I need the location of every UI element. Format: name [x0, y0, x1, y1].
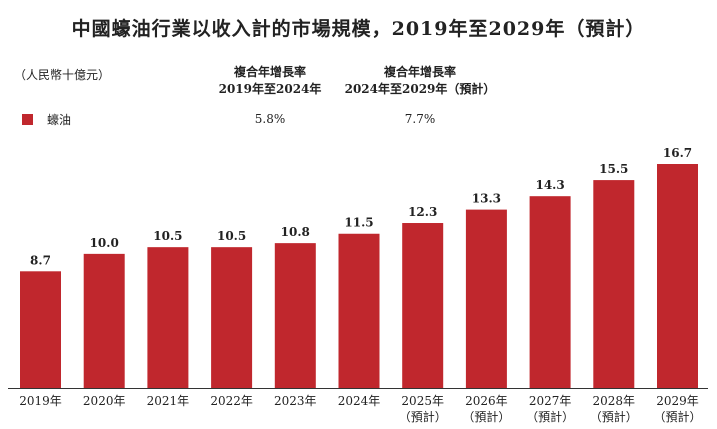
bar-2027年	[529, 196, 571, 388]
x-tick-sublabel: （預計）	[653, 409, 701, 424]
x-tick-sublabel: （預計）	[590, 409, 638, 424]
x-tick-label: 2026年	[465, 394, 508, 408]
x-tick-label: 2027年	[529, 394, 572, 408]
cagr-header-2: 複合年增長率 2024年至2029年（預計）	[330, 64, 510, 98]
bar-2021年	[147, 247, 189, 388]
x-tick-label: 2024年	[338, 394, 381, 408]
cagr-header-1-line1: 複合年增長率	[233, 65, 306, 79]
x-tick-label: 2021年	[147, 394, 190, 408]
cagr-value-1: 5.8%	[254, 112, 286, 126]
bar-value-label: 14.3	[535, 178, 564, 192]
bar-2019年	[20, 271, 61, 388]
chart-title: 中國蠔油行業以收入計的市場規模，2019年至2029年（預計）	[71, 18, 646, 40]
legend: 蠔油	[22, 111, 71, 128]
bar-value-label: 15.5	[599, 162, 628, 176]
cagr-value-2: 7.7%	[404, 112, 436, 126]
bar-value-label: 10.0	[90, 236, 119, 250]
bar-2024年	[338, 233, 380, 388]
x-tick-sublabel: （預計）	[526, 409, 574, 424]
x-tick-label: 2020年	[83, 394, 126, 408]
cagr-header-1: 複合年增長率 2019年至2024年	[200, 64, 340, 98]
bar-2023年	[274, 243, 316, 388]
bar-value-label: 12.3	[408, 205, 437, 219]
unit-label: （人民幣十億元）	[14, 68, 111, 82]
bar-value-label: 11.5	[344, 216, 373, 230]
cagr-header-1-line2: 2019年至2024年	[218, 82, 322, 96]
bar-2022年	[211, 247, 253, 388]
x-tick-sublabel: （預計）	[399, 409, 447, 424]
bar-2025年	[402, 223, 444, 388]
bar-value-label: 10.8	[281, 225, 310, 239]
legend-label: 蠔油	[47, 113, 72, 127]
bar-value-label: 8.7	[30, 253, 51, 267]
x-tick-sublabel: （預計）	[462, 409, 510, 424]
cagr-header-2-line1: 複合年增長率	[383, 65, 456, 79]
x-tick-label: 2023年	[274, 394, 317, 408]
x-tick-label: 2019年	[19, 394, 62, 408]
legend-swatch	[22, 114, 33, 125]
x-tick-label: 2028年	[593, 394, 636, 408]
bar-2029年	[657, 164, 698, 388]
bar-2026年	[465, 209, 507, 388]
x-tick-label: 2029年	[656, 394, 699, 408]
bar-value-label: 16.7	[663, 146, 692, 160]
bar-2020年	[83, 253, 125, 388]
x-tick-label: 2025年	[401, 394, 444, 408]
bar-value-label: 10.5	[217, 229, 246, 243]
cagr-header-2-line2: 2024年至2029年（預計）	[344, 82, 496, 96]
x-tick-label: 2022年	[210, 394, 253, 408]
bar-value-label: 13.3	[472, 192, 501, 206]
bar-value-label: 10.5	[153, 229, 182, 243]
bar-2028年	[593, 180, 635, 388]
